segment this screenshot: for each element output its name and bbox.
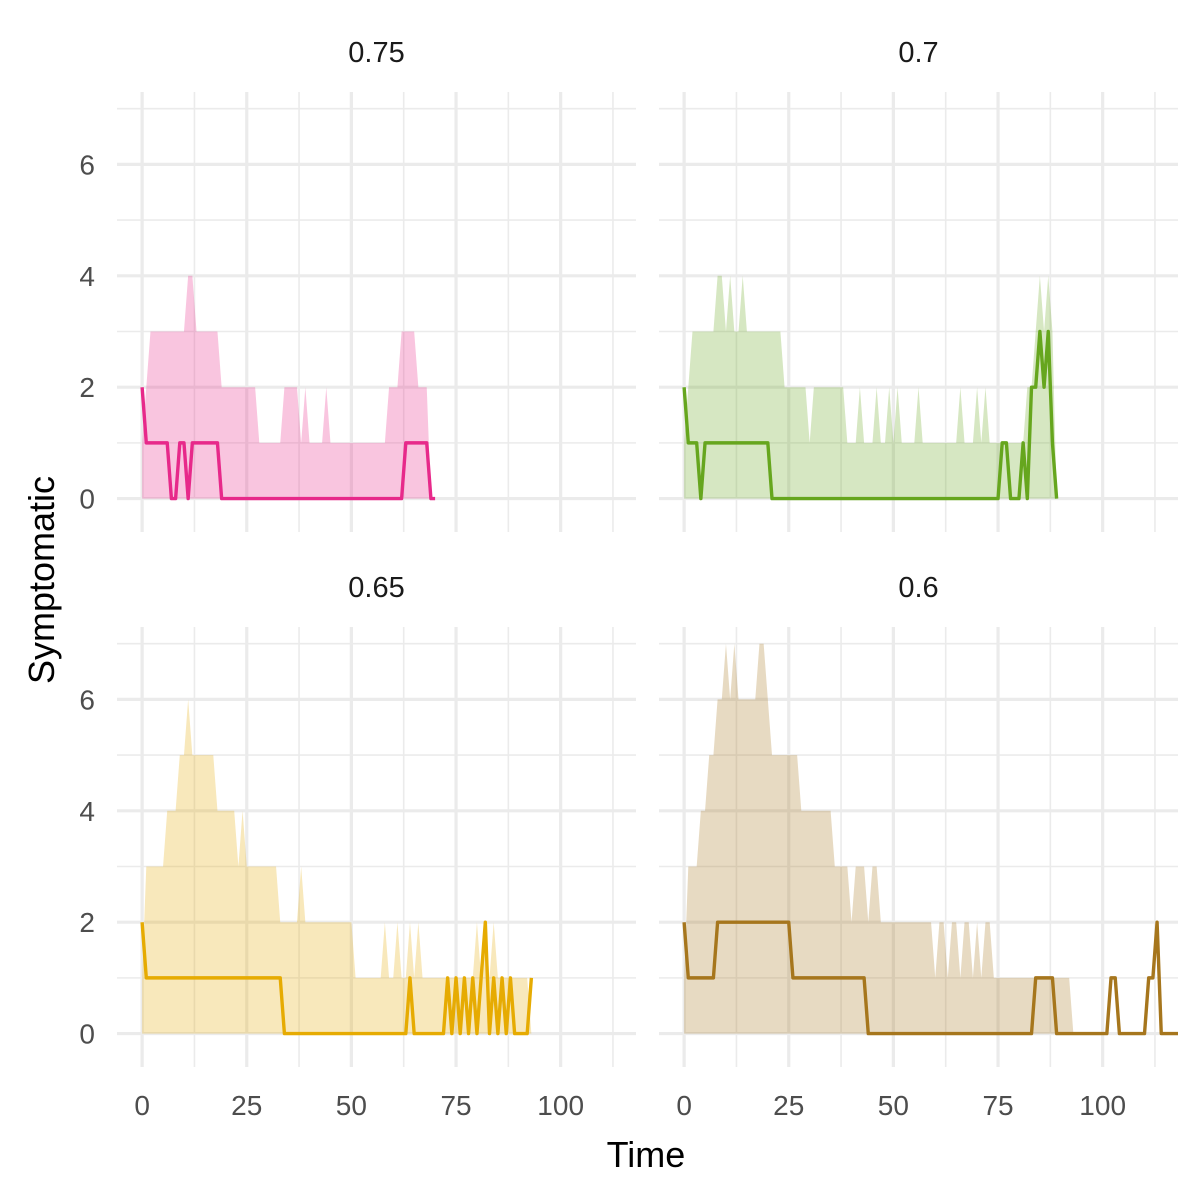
y-tick-label: 0 [79, 1019, 95, 1050]
y-tick-label: 4 [79, 796, 95, 827]
grid [659, 92, 1178, 532]
x-tick-label: 75 [440, 1090, 471, 1121]
y-axis-title: Symptomatic [21, 476, 62, 684]
x-tick-label: 75 [982, 1090, 1013, 1121]
y-tick-label: 4 [79, 261, 95, 292]
x-tick-label: 25 [773, 1090, 804, 1121]
grid [659, 627, 1178, 1067]
y-tick-label: 2 [79, 907, 95, 938]
series-line [140, 387, 436, 501]
facet-panel-2: 0.65 0 2 4 6 0 25 50 75 100 [79, 572, 636, 1121]
facet-title: 0.65 [348, 572, 404, 604]
x-tick-label: 100 [537, 1090, 584, 1121]
series-ribbon [684, 275, 1057, 499]
x-tick-label: 0 [134, 1090, 150, 1121]
facet-title: 0.75 [348, 37, 404, 69]
facet-title: 0.6 [898, 572, 938, 604]
facet-panel-0: 0.75 0 2 4 6 [79, 37, 636, 532]
x-tick-label: 50 [878, 1090, 909, 1121]
facet-panel-1: 0.7 [659, 37, 1178, 532]
series-ribbon [142, 699, 532, 1034]
panels-layer: 0.75 0 2 4 6 0.7 0.65 0 2 4 6 0 25 50 75 100 0.6 0 25 50 75 1… [79, 37, 1178, 1121]
series-line [140, 920, 534, 1036]
series-line [682, 329, 1059, 501]
y-tick-label: 6 [79, 149, 95, 180]
facet-panel-3: 0.6 0 25 50 75 100 [659, 572, 1178, 1121]
x-tick-label: 50 [336, 1090, 367, 1121]
x-tick-label: 0 [676, 1090, 692, 1121]
y-tick-label: 2 [79, 372, 95, 403]
y-tick-label: 0 [79, 484, 95, 515]
y-tick-label: 6 [79, 684, 95, 715]
series-ribbon [684, 643, 1074, 1034]
x-tick-label: 100 [1079, 1090, 1126, 1121]
x-tick-label: 25 [231, 1090, 262, 1121]
series-line [682, 920, 1178, 1036]
facet-title: 0.7 [898, 37, 938, 69]
x-axis-title: Time [607, 1134, 686, 1175]
